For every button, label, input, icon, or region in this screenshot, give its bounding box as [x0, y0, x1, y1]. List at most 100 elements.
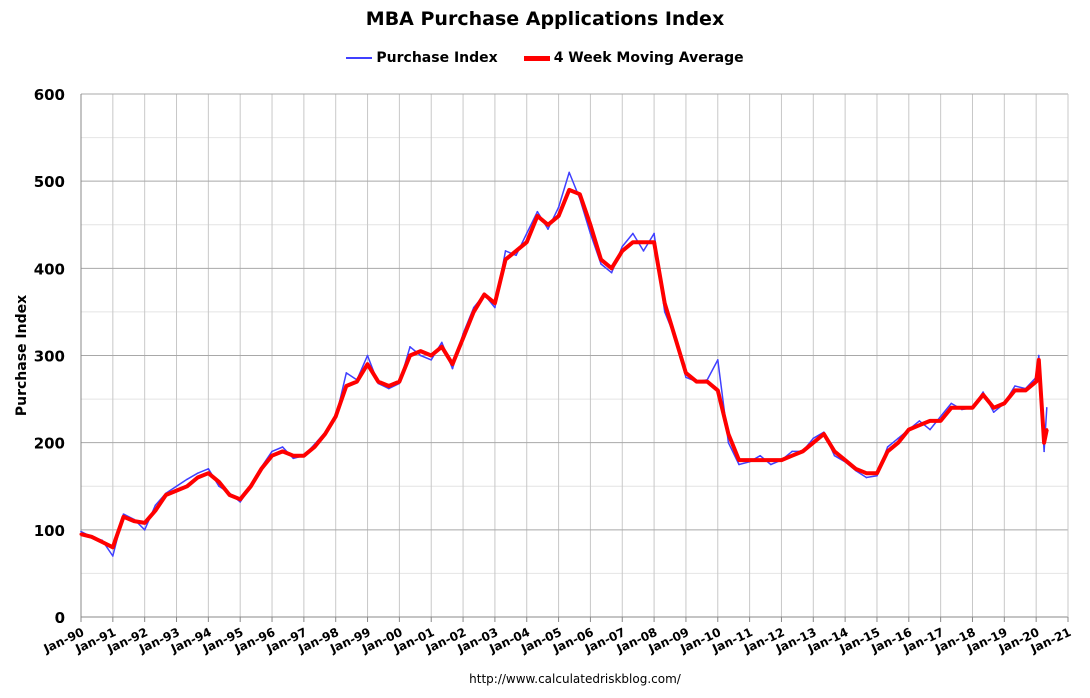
data-point [185, 484, 189, 488]
data-point [217, 480, 221, 484]
legend-swatch-red [523, 55, 550, 61]
legend-label: Purchase Index [376, 50, 498, 66]
y-tick-label: 600 [34, 86, 65, 104]
data-point [854, 467, 858, 471]
data-point [366, 362, 370, 366]
data-point [143, 521, 147, 525]
data-point [876, 474, 878, 477]
data-point [1038, 354, 1040, 357]
data-point [822, 432, 826, 436]
data-point [525, 240, 529, 244]
data-point [567, 188, 571, 192]
data-point [769, 458, 773, 462]
data-point [334, 415, 338, 419]
data-point [504, 258, 508, 262]
data-point [207, 468, 210, 470]
data-point [291, 454, 295, 458]
data-point [748, 458, 752, 462]
data-point [589, 232, 592, 235]
data-point [154, 504, 157, 507]
data-point [557, 214, 561, 218]
data-point [238, 497, 242, 501]
data-point [387, 384, 391, 388]
y-tick-label: 0 [55, 609, 65, 627]
data-point [441, 341, 443, 344]
data-point [939, 415, 942, 418]
data-point [992, 411, 995, 413]
data-point [886, 449, 890, 453]
data-point [292, 457, 295, 460]
data-point [1002, 401, 1006, 405]
data-point [716, 359, 719, 361]
data-point [218, 485, 220, 488]
data-point [652, 240, 656, 244]
data-point [355, 380, 359, 384]
data-point [535, 214, 539, 218]
data-point [588, 223, 592, 227]
data-point [897, 437, 899, 440]
legend-item-purchase-index: Purchase Index [346, 50, 498, 66]
data-point [90, 535, 94, 539]
data-point [228, 493, 232, 497]
y-tick-label: 400 [34, 260, 65, 278]
data-point [132, 519, 136, 523]
data-point [440, 345, 444, 349]
data-point [206, 471, 210, 475]
data-point [164, 493, 168, 497]
data-point [493, 301, 497, 305]
data-point [791, 450, 793, 453]
data-point [515, 254, 517, 257]
data-point [143, 529, 146, 531]
data-point [917, 423, 921, 427]
data-point [779, 458, 783, 462]
data-point [175, 489, 179, 493]
data-point [758, 458, 762, 462]
data-point [494, 306, 496, 309]
data-point [514, 249, 518, 253]
data-point [578, 192, 582, 196]
data-point [673, 336, 677, 340]
source-url: http://www.calculatedriskblog.com/ [469, 672, 681, 686]
data-point [653, 232, 655, 235]
data-point [536, 210, 539, 213]
data-point [387, 387, 390, 390]
chart-title: MBA Purchase Applications Index [365, 8, 725, 30]
data-point [568, 171, 570, 174]
data-point [1013, 388, 1017, 392]
data-point [981, 393, 985, 397]
data-point [312, 445, 316, 449]
data-point [175, 485, 178, 488]
data-point [918, 420, 921, 422]
data-point [950, 402, 953, 405]
data-point [79, 532, 83, 536]
data-point [557, 206, 560, 209]
data-point [642, 250, 645, 252]
series-moving-average-line [80, 187, 1049, 550]
y-tick-label: 100 [34, 522, 65, 540]
data-point [833, 449, 837, 453]
data-point [100, 540, 104, 544]
data-point [716, 388, 720, 392]
y-tick-label: 200 [34, 435, 65, 453]
data-point [801, 449, 805, 453]
data-point [1045, 407, 1048, 409]
data-point [727, 441, 730, 444]
data-point [726, 432, 730, 436]
data-point [409, 345, 411, 348]
data-point [461, 336, 465, 340]
data-point [525, 232, 528, 235]
data-point [632, 232, 634, 235]
data-point [1024, 388, 1028, 392]
data-point [770, 463, 772, 466]
data-point [302, 454, 306, 458]
data-point [1037, 358, 1041, 362]
data-point [759, 454, 762, 457]
data-point [685, 376, 687, 379]
data-point [366, 354, 369, 357]
data-point [864, 471, 868, 475]
data-point [1043, 450, 1045, 453]
data-point [684, 371, 688, 375]
data-point [928, 419, 932, 423]
data-point [992, 406, 996, 410]
